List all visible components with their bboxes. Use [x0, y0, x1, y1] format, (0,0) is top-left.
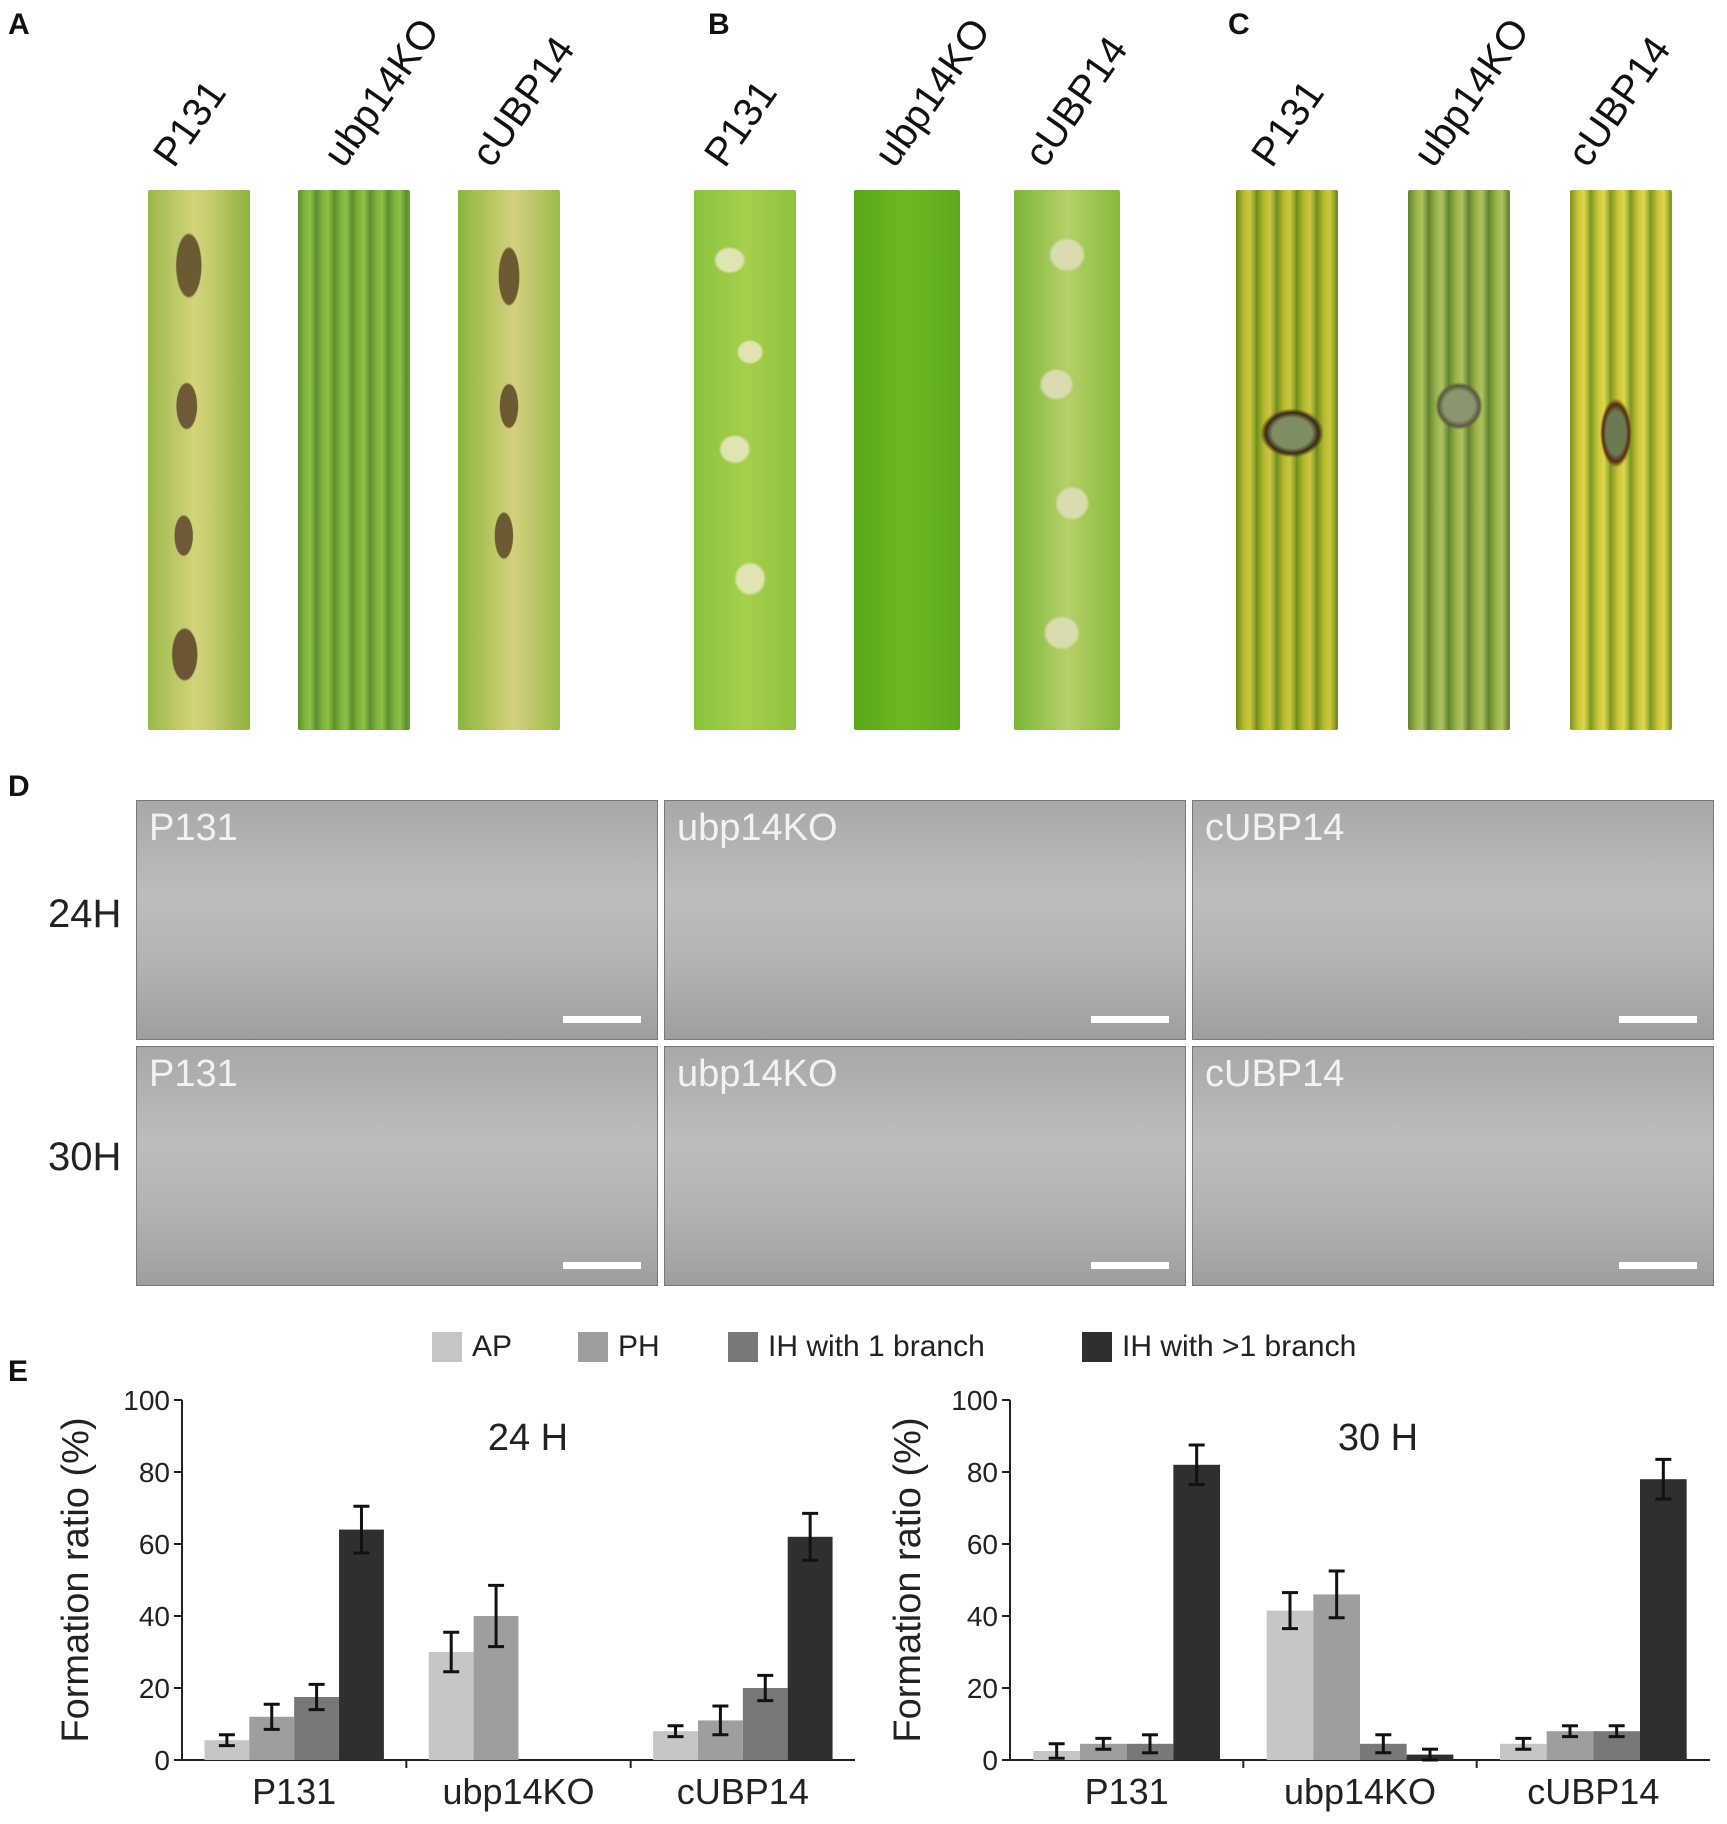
legend-label-ih1: IH with 1 branch [768, 1330, 985, 1363]
y-axis-label: Formation ratio (%) [887, 1417, 929, 1742]
y-tick-label: 80 [139, 1457, 170, 1488]
bar [1640, 1479, 1687, 1760]
legend-swatch-ih2 [1082, 1332, 1112, 1362]
x-tick-label: P131 [252, 1771, 336, 1812]
strip-caption-a-ubp14ko: ubp14KO [315, 10, 449, 175]
bar [1080, 1743, 1127, 1760]
leaf-image-a-p131 [148, 190, 250, 730]
legend-label-ap: AP [472, 1330, 513, 1363]
scale-bar [1091, 1016, 1169, 1023]
x-tick-label: ubp14KO [442, 1771, 594, 1812]
y-tick-label: 100 [951, 1385, 998, 1416]
chart-title: 30 H [1338, 1417, 1418, 1459]
y-tick-label: 40 [967, 1601, 998, 1632]
micrograph-label: ubp14KO [677, 1053, 838, 1095]
micrograph-24h-p131: P131 [136, 800, 658, 1040]
panel-label-a: A [8, 8, 30, 41]
bar [204, 1740, 250, 1760]
micrograph-label: cUBP14 [1205, 1053, 1345, 1095]
panel-label-e: E [8, 1355, 29, 1388]
bar [339, 1529, 384, 1760]
panel-label-b: B [708, 8, 730, 41]
y-tick-label: 20 [139, 1673, 170, 1704]
y-tick-label: 0 [154, 1745, 170, 1776]
strip-caption-c-ubp14ko: ubp14KO [1405, 10, 1539, 175]
micrograph-24h-ubp14ko: ubp14KO [664, 800, 1186, 1040]
x-tick-label: P131 [1085, 1771, 1169, 1812]
leaf-image-c-ubp14ko [1408, 190, 1510, 730]
scale-bar [1619, 1016, 1697, 1023]
strip-caption-b-p131: P131 [696, 72, 786, 175]
bar [1266, 1610, 1314, 1760]
bar [1313, 1594, 1360, 1760]
x-tick-label: ubp14KO [1284, 1771, 1436, 1812]
legend-label-ih2: IH with >1 branch [1122, 1330, 1357, 1363]
y-tick-label: 60 [967, 1529, 998, 1560]
micrograph-label: P131 [149, 1053, 238, 1095]
row-label-30h: 30H [48, 1135, 122, 1179]
y-tick-label: 80 [967, 1457, 998, 1488]
row-label-24h: 24H [48, 892, 122, 936]
leaf-image-b-ubp14ko [854, 190, 960, 730]
scale-bar [563, 1262, 641, 1269]
micrograph-30h-p131: P131 [136, 1046, 658, 1286]
legend-item-ih1: IH with 1 branch [728, 1330, 985, 1364]
chart-title: 24 H [488, 1417, 568, 1459]
micrograph-label: cUBP14 [1205, 807, 1345, 849]
scale-bar [563, 1016, 641, 1023]
micrograph-24h-cubp14: cUBP14 [1192, 800, 1714, 1040]
leaf-image-a-cubp14 [458, 190, 560, 730]
y-tick-label: 100 [123, 1385, 170, 1416]
micrograph-label: P131 [149, 807, 238, 849]
leaf-image-c-cubp14 [1570, 190, 1672, 730]
leaf-image-a-ubp14ko [298, 190, 410, 730]
bar [1173, 1464, 1220, 1760]
micrograph-label: ubp14KO [677, 807, 838, 849]
bar-chart-30h: Formation ratio (%) 30 H 0 20 40 60 80 100 P131 u… [887, 1385, 1710, 1812]
legend-item-ih2: IH with >1 branch [1082, 1330, 1356, 1364]
micrograph-30h-ubp14ko: ubp14KO [664, 1046, 1186, 1286]
chart-legend: AP PH IH with 1 branch IH with >1 branch [0, 1330, 1727, 1380]
leaf-image-b-cubp14 [1014, 190, 1120, 730]
scale-bar [1619, 1262, 1697, 1269]
legend-item-ph: PH [578, 1330, 660, 1364]
panel-label-d: D [8, 770, 30, 803]
strip-caption-a-cubp14: cUBP14 [463, 28, 584, 175]
legend-swatch-ih1 [728, 1332, 758, 1362]
legend-label-ph: PH [618, 1330, 660, 1363]
bar [787, 1536, 833, 1760]
leaf-image-c-p131 [1236, 190, 1338, 730]
y-tick-label: 60 [139, 1529, 170, 1560]
y-tick-label: 40 [139, 1601, 170, 1632]
legend-swatch-ph [578, 1332, 608, 1362]
strip-caption-b-cubp14: cUBP14 [1016, 28, 1137, 175]
bar-chart-24h: Formation ratio (%) 24 H 0 20 40 60 80 100 P131 u… [55, 1385, 855, 1812]
strip-caption-c-p131: P131 [1243, 72, 1333, 175]
strip-caption-a-p131: P131 [145, 72, 235, 175]
y-axis-label: Formation ratio (%) [55, 1417, 97, 1742]
bar [1500, 1743, 1547, 1760]
strip-caption-b-ubp14ko: ubp14KO [866, 10, 1000, 175]
x-tick-label: cUBP14 [677, 1771, 809, 1812]
micrograph-30h-cubp14: cUBP14 [1192, 1046, 1714, 1286]
strip-caption-c-cubp14: cUBP14 [1559, 28, 1680, 175]
y-tick-label: 0 [982, 1745, 998, 1776]
panel-label-c: C [1228, 8, 1250, 41]
leaf-image-b-p131 [694, 190, 796, 730]
x-tick-label: cUBP14 [1527, 1771, 1659, 1812]
y-tick-label: 20 [967, 1673, 998, 1704]
legend-swatch-ap [432, 1332, 462, 1362]
scale-bar [1091, 1262, 1169, 1269]
legend-item-ap: AP [432, 1330, 512, 1364]
